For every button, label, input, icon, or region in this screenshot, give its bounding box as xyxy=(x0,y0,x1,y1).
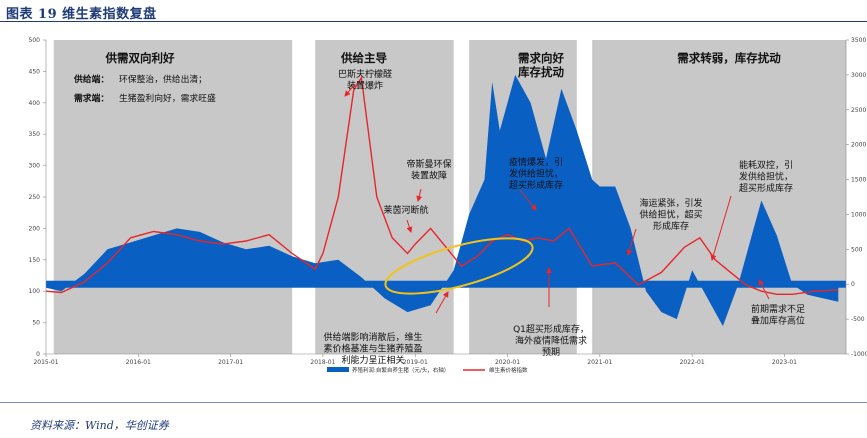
bottom-rule xyxy=(0,402,867,403)
y-left-tick-label: 100 xyxy=(29,288,41,295)
x-tick-label: 2016-01 xyxy=(126,359,151,366)
vitamin-index-chart: 0 50 100 150 200 250 300 350 400 450 500 -1000 -500 0… xyxy=(29,37,867,374)
zero-baseline-band xyxy=(46,280,846,288)
annotation-2: 帝斯曼环保装置故障 xyxy=(406,158,451,182)
y-left-tick-label: 200 xyxy=(29,225,41,232)
y-right-tick-label: 500 xyxy=(851,246,863,253)
supply-side-text: 环保整治，供给出清； xyxy=(119,73,207,85)
legend-label-area: 养殖利润:自繁自养生猪（元/头，右轴） xyxy=(352,366,449,374)
area-layer xyxy=(46,74,846,327)
y-left-tick-label: 0 xyxy=(36,351,40,358)
y-right-tick-label: 0 xyxy=(851,281,855,288)
source-note: 资料来源：Wind，华创证券 xyxy=(30,419,169,432)
x-tick-label: 2018-01 xyxy=(310,359,335,366)
annotation-arrow-4 xyxy=(519,189,537,211)
annotation-arrow-2 xyxy=(416,188,423,202)
demand-side-text: 生猪盈利向好，需求旺盛 xyxy=(119,92,216,104)
x-tick-label: 2022-01 xyxy=(680,359,705,366)
y-right-tick-label: 1000 xyxy=(851,211,866,218)
annotation-8: Q1超买形成库存，海外疫情降低需求预期 xyxy=(513,323,589,358)
figure-title: 图表 19 维生素指数复盘 xyxy=(6,7,157,22)
annotation-arrow-5 xyxy=(626,228,637,256)
x-tick-label: 2017-01 xyxy=(218,359,243,366)
y-right-tick-label: 1500 xyxy=(851,177,866,184)
y-left-tick-label: 500 xyxy=(29,37,41,44)
legend-swatch-area xyxy=(327,367,349,372)
annotation-arrow-1 xyxy=(344,83,356,97)
y-left-tick-label: 400 xyxy=(29,100,41,107)
y-right-tick-label: 3500 xyxy=(851,37,866,44)
demand-side-label: 需求端： xyxy=(74,92,109,104)
y-right-tick-label: -500 xyxy=(851,316,865,323)
x-tick-label: 2019-01 xyxy=(403,359,428,366)
annotation-arrow-9 xyxy=(758,279,770,300)
x-tick-label: 2021-01 xyxy=(587,359,612,366)
axes-layer: 0 50 100 150 200 250 300 350 400 450 500 -1000 -500 0… xyxy=(29,37,867,366)
x-tick-label: 2023-01 xyxy=(772,359,797,366)
annotation-6: 能耗双控，引发供给担忧，超买形成库存 xyxy=(739,159,793,194)
region-label-1: 供需双向利好 xyxy=(105,51,175,65)
legend-layer: 养殖利润:自繁自养生猪（元/头，右轴） 维生素价格指数 xyxy=(327,366,528,374)
annotation-arrow-7 xyxy=(435,291,449,314)
y-left-tick-label: 250 xyxy=(29,194,41,201)
y-left-tick-label: 450 xyxy=(29,68,41,75)
line-layer xyxy=(45,75,839,295)
annotation-arrow-3 xyxy=(406,219,413,233)
y-left-tick-label: 300 xyxy=(29,163,41,170)
region-label-4: 需求转弱，库存扰动 xyxy=(677,51,781,65)
y-right-tick-label: 2500 xyxy=(851,107,866,114)
y-left-tick-label: 350 xyxy=(29,131,41,138)
legend-label-line: 维生素价格指数 xyxy=(489,366,528,374)
y-right-tick-label: 2000 xyxy=(851,142,866,149)
title-rule xyxy=(0,21,867,22)
x-tick-label: 2015-01 xyxy=(33,359,58,366)
highlight-ellipse xyxy=(384,237,534,295)
annotation-1: 巴斯夫柠檬醛装置爆炸 xyxy=(338,68,392,92)
region-label-2: 供给主导 xyxy=(340,51,387,65)
region-1 xyxy=(53,40,293,354)
annotation-arrow-6 xyxy=(710,195,732,261)
series-vitamin-index-line xyxy=(45,75,839,295)
annotation-5: 海运紧张，引发供给担忧，超买形成库存 xyxy=(639,197,702,232)
annotation-3: 莱茵河断航 xyxy=(383,204,428,216)
series-pig-profit-area xyxy=(46,74,839,327)
region-2 xyxy=(315,40,454,354)
supply-side-label: 供给端： xyxy=(73,73,109,85)
x-tick-label: 2020-01 xyxy=(495,359,520,366)
annotation-4: 疫情爆发，引发供给担忧，超买形成库存 xyxy=(509,156,563,191)
annotation-7: 供给端影响消散后，维生素价格基准与生猪养殖盈利能力呈正相关 xyxy=(323,331,422,366)
y-right-tick-label: -1000 xyxy=(851,351,867,358)
y-left-tick-label: 150 xyxy=(29,257,41,264)
region-label-3: 需求向好库存扰动 xyxy=(518,51,564,79)
y-left-tick-label: 50 xyxy=(32,320,40,327)
annotation-9: 前期需求不足叠加库存高位 xyxy=(751,303,805,327)
y-right-tick-label: 3000 xyxy=(851,72,866,79)
